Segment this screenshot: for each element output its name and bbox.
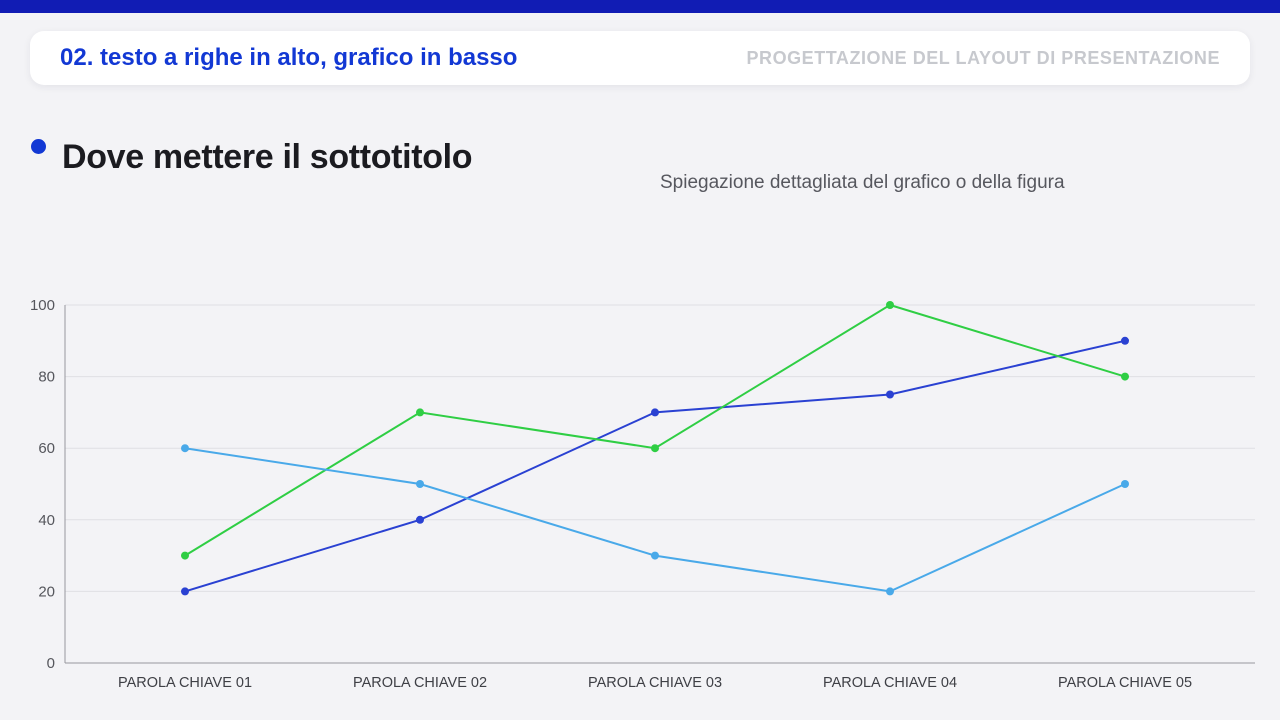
data-point-serie-azzurra [181,444,189,453]
data-point-serie-verde [1121,372,1129,381]
data-point-serie-azzurra [416,480,424,488]
svg-text:PAROLA CHIAVE 03: PAROLA CHIAVE 03 [588,675,722,691]
data-point-serie-azzurra [886,587,894,596]
svg-text:PAROLA CHIAVE 01: PAROLA CHIAVE 01 [118,675,252,691]
header-card: 02. testo a righe in alto, grafico in ba… [30,31,1250,85]
data-point-serie-verde [416,408,424,417]
svg-text:40: 40 [38,512,55,529]
bullet-dot [31,139,46,154]
data-point-serie-verde [886,301,894,309]
data-point-serie-azzurra [1121,480,1129,488]
svg-text:60: 60 [38,440,55,457]
data-point-serie-blu [416,515,424,524]
line-chart: 0 20 40 60 80 100 PAROLA CHIAVE 01 PAROLA CHIAV… [0,280,1280,720]
data-point-serie-blu [1121,336,1129,345]
data-point-serie-blu [886,390,894,399]
slide-kicker: PROGETTAZIONE DEL LAYOUT DI PRESENTAZION… [746,47,1220,68]
data-point-serie-verde [181,551,189,560]
svg-text:100: 100 [30,297,55,314]
svg-text:20: 20 [38,583,55,600]
top-accent-bar [0,0,1280,13]
svg-text:PAROLA CHIAVE 02: PAROLA CHIAVE 02 [353,675,487,691]
data-point-serie-verde [651,444,659,453]
svg-text:PAROLA CHIAVE 04: PAROLA CHIAVE 04 [823,675,957,691]
data-point-serie-azzurra [651,551,659,560]
svg-text:PAROLA CHIAVE 05: PAROLA CHIAVE 05 [1058,675,1192,691]
line-chart-svg: 0 20 40 60 80 100 PAROLA CHIAVE 01 PAROLA CHIAV… [30,297,1255,691]
slide-layout-title: 02. testo a righe in alto, grafico in ba… [60,44,518,71]
data-point-serie-blu [181,587,189,596]
data-point-serie-blu [651,408,659,417]
svg-text:80: 80 [38,369,55,386]
series-line-serie-verde [184,303,1126,557]
svg-text:0: 0 [47,655,55,672]
section-description: Spiegazione dettagliata del grafico o de… [660,172,1065,193]
section-heading: Dove mettere il sottotitolo [62,138,473,176]
